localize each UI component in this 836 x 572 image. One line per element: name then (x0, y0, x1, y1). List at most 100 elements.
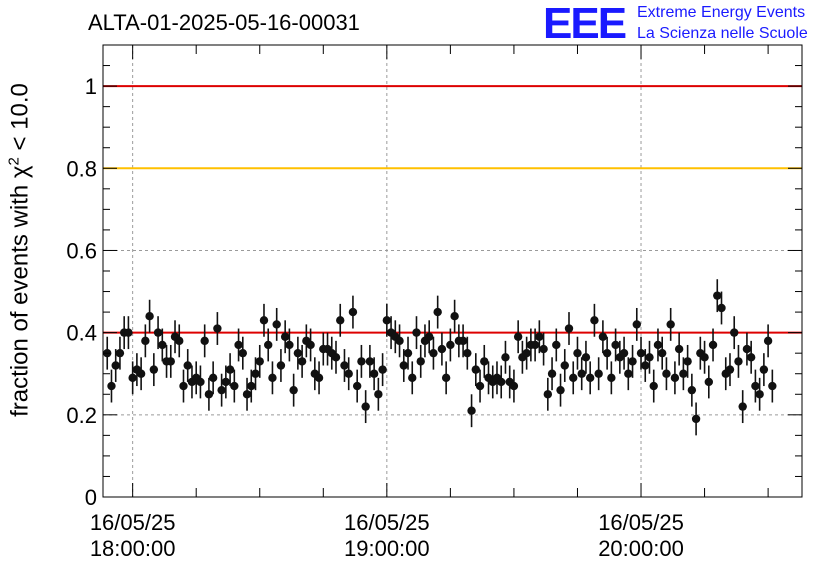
marker (382, 316, 392, 325)
marker (238, 348, 247, 358)
data-point (708, 328, 718, 362)
data-point (505, 365, 514, 399)
x-tick-label: 16/05/25 19:00:00 (344, 510, 430, 562)
marker (598, 332, 608, 341)
eee-logo-line2: La Scienza nelle Scuole (637, 25, 808, 42)
marker (348, 307, 358, 317)
data-point (488, 365, 497, 399)
marker (755, 390, 764, 399)
data-point (696, 336, 705, 370)
data-point (645, 340, 654, 374)
marker (136, 369, 146, 378)
data-point (446, 328, 455, 362)
data-point (280, 320, 290, 354)
data-point (217, 373, 226, 407)
marker (751, 381, 760, 391)
x-tick-label: 16/05/25 18:00:00 (90, 510, 176, 562)
marker (403, 348, 413, 358)
data-point (302, 324, 311, 358)
data-point (653, 328, 663, 362)
reference-lines (103, 85, 802, 334)
data-point (200, 324, 209, 358)
data-point (170, 320, 180, 354)
marker (691, 414, 701, 424)
data-point (759, 353, 769, 387)
marker (543, 390, 553, 399)
marker (746, 353, 756, 362)
marker (297, 357, 307, 366)
marker (713, 291, 722, 300)
data-point (348, 295, 358, 329)
data-point (276, 349, 286, 382)
marker (513, 332, 523, 341)
data-point (721, 357, 730, 391)
marker (264, 340, 273, 350)
data-point (535, 320, 544, 354)
marker (594, 369, 603, 378)
data-point (361, 390, 370, 424)
data-point (391, 320, 400, 354)
data-point (471, 353, 480, 387)
marker (480, 357, 489, 366)
data-point (268, 361, 277, 395)
data-point (738, 390, 747, 424)
data-point (251, 357, 260, 391)
marker (522, 348, 531, 358)
data-point (234, 328, 243, 362)
marker (340, 361, 349, 370)
marker (450, 312, 459, 321)
data-point (619, 336, 629, 370)
data-point (242, 377, 252, 411)
data-point (378, 353, 387, 387)
data-point (179, 369, 188, 403)
data-point (327, 336, 336, 370)
data-point (691, 402, 701, 436)
marker (670, 373, 680, 383)
data-point (403, 336, 413, 370)
plot-title: ALTA-01-2025-05-16-00031 (88, 10, 360, 35)
marker (607, 373, 616, 383)
data-point (484, 361, 493, 395)
marker (230, 381, 239, 391)
data-point (374, 377, 383, 411)
data-point (369, 357, 379, 391)
marker (204, 390, 214, 399)
data-point (530, 328, 540, 362)
data-point (136, 357, 146, 391)
data-point (306, 328, 315, 362)
data-point (730, 316, 739, 350)
data-point (497, 365, 506, 399)
marker (225, 365, 235, 374)
marker (624, 369, 633, 378)
marker (645, 353, 654, 362)
x-tick-label: 16/05/25 20:00:00 (598, 510, 684, 562)
data-point (674, 332, 684, 366)
data-point (467, 394, 476, 428)
data-point (149, 353, 159, 387)
data-point (742, 332, 752, 366)
data-point (539, 332, 548, 366)
marker (179, 381, 188, 391)
marker (107, 381, 116, 391)
marker (641, 361, 650, 370)
marker (412, 328, 421, 337)
data-point (429, 336, 438, 370)
data-point (624, 357, 633, 391)
y-axis-label-chi: χ (6, 165, 34, 179)
marker (344, 369, 353, 378)
data-point (755, 377, 764, 411)
data-point (700, 340, 709, 374)
x-tick-time: 19:00:00 (344, 536, 430, 561)
marker (111, 361, 120, 370)
data-point (115, 336, 125, 370)
marker (628, 357, 637, 366)
y-tick-label: 0 (85, 485, 97, 510)
data-point (480, 344, 489, 378)
axis-ticks (103, 45, 802, 498)
marker (314, 373, 324, 383)
data-point (259, 303, 269, 337)
marker (730, 328, 739, 337)
marker (666, 320, 675, 329)
marker (437, 344, 447, 354)
marker (285, 340, 294, 350)
